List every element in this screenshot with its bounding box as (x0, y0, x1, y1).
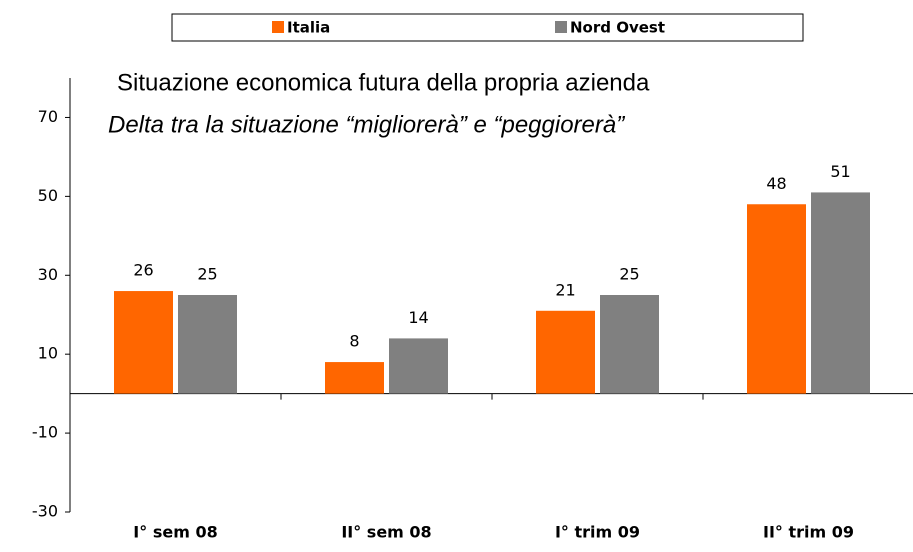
y-tick-label: 30 (38, 265, 58, 284)
bar (536, 310, 595, 394)
bar (747, 204, 806, 394)
bar (325, 362, 384, 394)
data-label: 21 (555, 280, 575, 299)
data-label: 25 (619, 265, 639, 284)
bar (114, 291, 173, 394)
chart-title: Situazione economica futura della propri… (117, 69, 650, 96)
data-label: 14 (408, 308, 428, 327)
chart-subtitle: Delta tra la situazione “migliorerà” e “… (108, 111, 625, 138)
data-label: 48 (766, 174, 786, 193)
legend-label: Nord Ovest (570, 19, 665, 37)
x-tick-label: I° trim 09 (555, 523, 640, 542)
legend-swatch (555, 21, 567, 33)
bar (389, 338, 448, 394)
data-label: 25 (197, 265, 217, 284)
data-label: 26 (133, 261, 153, 280)
legend-swatch (272, 21, 284, 33)
y-tick-label: -30 (32, 502, 58, 521)
data-label: 8 (349, 332, 359, 351)
y-tick-label: 70 (38, 107, 58, 126)
x-tick-label: II° trim 09 (763, 523, 854, 542)
x-tick-label: I° sem 08 (133, 523, 217, 542)
x-tick-label: II° sem 08 (341, 523, 431, 542)
legend-box (171, 13, 804, 42)
data-label: 51 (830, 162, 850, 181)
y-tick-label: 10 (38, 344, 58, 363)
bar (600, 295, 659, 394)
y-tick-label: -10 (32, 423, 58, 442)
legend-label: Italia (287, 19, 330, 37)
bar (178, 295, 237, 394)
y-tick-label: 50 (38, 186, 58, 205)
bar (811, 192, 870, 394)
